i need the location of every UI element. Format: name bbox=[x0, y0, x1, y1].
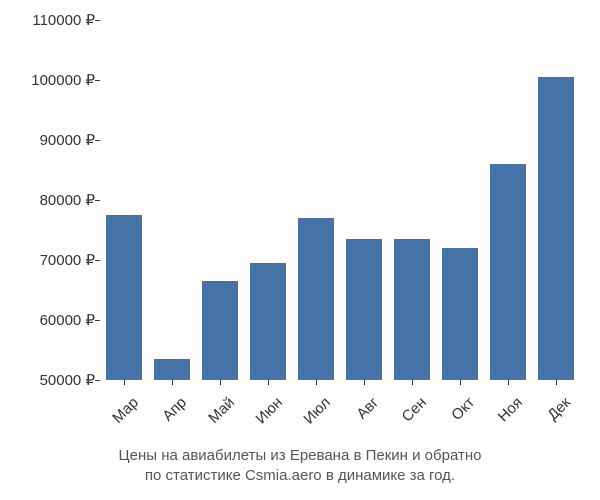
bar bbox=[202, 281, 239, 380]
x-label: Авг bbox=[337, 394, 382, 439]
bar bbox=[442, 248, 479, 380]
y-tick-mark bbox=[95, 260, 100, 261]
x-tick-mark bbox=[220, 380, 221, 385]
y-tick-label: 70000 ₽ bbox=[40, 251, 95, 269]
bar bbox=[106, 215, 143, 380]
bar bbox=[154, 359, 191, 380]
plot-area bbox=[100, 20, 580, 380]
y-tick-label: 90000 ₽ bbox=[40, 131, 95, 149]
y-tick-mark bbox=[95, 80, 100, 81]
x-tick-mark bbox=[268, 380, 269, 385]
x-label: Дек bbox=[529, 394, 574, 439]
x-tick-mark bbox=[508, 380, 509, 385]
x-label: Окт bbox=[433, 394, 478, 439]
bar bbox=[538, 77, 575, 380]
x-tick-mark bbox=[556, 380, 557, 385]
x-tick-mark bbox=[460, 380, 461, 385]
y-tick-mark bbox=[95, 20, 100, 21]
x-label: Ноя bbox=[481, 394, 526, 439]
x-tick-mark bbox=[364, 380, 365, 385]
x-label: Июл bbox=[289, 394, 334, 439]
y-tick-mark bbox=[95, 200, 100, 201]
x-tick-mark bbox=[412, 380, 413, 385]
price-chart: 50000 ₽ 60000 ₽ 70000 ₽ 80000 ₽ 90000 ₽ 10000… bbox=[0, 0, 600, 500]
x-label: Апр bbox=[145, 394, 190, 439]
y-tick-label: 100000 ₽ bbox=[31, 71, 95, 89]
caption-line-1: Цены на авиабилеты из Еревана в Пекин и … bbox=[119, 447, 482, 464]
bar bbox=[250, 263, 287, 380]
bar bbox=[298, 218, 335, 380]
bar bbox=[490, 164, 527, 380]
x-label: Июн bbox=[241, 394, 286, 439]
y-tick-mark bbox=[95, 320, 100, 321]
x-tick-mark bbox=[124, 380, 125, 385]
y-tick-label: 80000 ₽ bbox=[40, 191, 95, 209]
x-tick-mark bbox=[316, 380, 317, 385]
bar bbox=[394, 239, 431, 380]
y-tick-label: 50000 ₽ bbox=[40, 371, 95, 389]
chart-caption: Цены на авиабилеты из Еревана в Пекин и … bbox=[0, 446, 600, 487]
bar bbox=[346, 239, 383, 380]
x-label: Мар bbox=[97, 394, 142, 439]
caption-line-2: по статистике Csmia.aero в динамике за г… bbox=[145, 467, 455, 484]
x-tick-mark bbox=[172, 380, 173, 385]
y-tick-label: 60000 ₽ bbox=[40, 311, 95, 329]
x-label: Сен bbox=[385, 394, 430, 439]
y-tick-mark bbox=[95, 140, 100, 141]
y-tick-label: 110000 ₽ bbox=[32, 11, 95, 29]
y-tick-mark bbox=[95, 380, 100, 381]
x-label: Май bbox=[193, 394, 238, 439]
